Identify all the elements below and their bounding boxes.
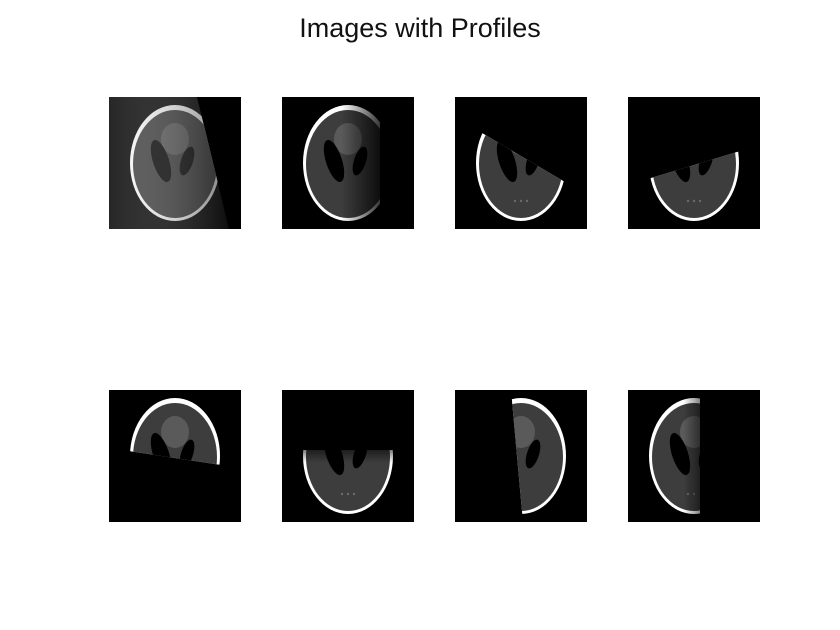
profile-image-r1c2	[282, 97, 414, 229]
phantom-image	[628, 390, 760, 522]
phantom-image	[455, 390, 587, 522]
profile-image-r2c2	[282, 390, 414, 522]
phantom-image	[455, 97, 587, 229]
profile-image-r2c1	[109, 390, 241, 522]
profile-image-r2c3	[455, 390, 587, 522]
phantom-image	[109, 97, 241, 229]
profile-image-r1c3	[455, 97, 587, 229]
figure-title: Images with Profiles	[0, 13, 840, 44]
profile-image-r1c4	[628, 97, 760, 229]
profile-image-r1c1	[109, 97, 241, 229]
profile-image-r2c4	[628, 390, 760, 522]
phantom-image	[109, 390, 241, 522]
phantom-image	[282, 390, 414, 522]
phantom-image	[282, 97, 414, 229]
phantom-image	[628, 97, 760, 229]
